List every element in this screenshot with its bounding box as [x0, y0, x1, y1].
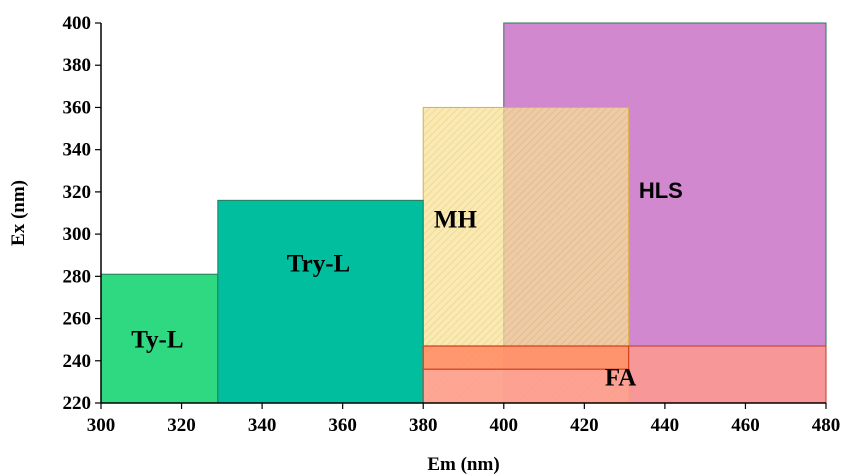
x-tick-label: 320 [167, 415, 196, 436]
x-tick-label: 420 [570, 415, 599, 436]
y-tick-label: 280 [63, 266, 92, 287]
y-tick-label: 380 [63, 55, 92, 76]
y-axis-title: Ex (nm) [8, 180, 29, 246]
region-label-mh: MH [434, 206, 478, 233]
x-tick-label: 300 [87, 415, 116, 436]
y-tick-label: 240 [63, 351, 92, 372]
x-axis-title: Em (nm) [427, 454, 499, 475]
x-tick-label: 360 [328, 415, 357, 436]
y-tick-label: 320 [63, 182, 92, 203]
x-tick-label: 380 [409, 415, 438, 436]
y-tick-label: 220 [63, 393, 92, 414]
x-tick-label: 400 [490, 415, 519, 436]
y-tick-label: 340 [63, 140, 92, 161]
region-label-try-l: Try-L [287, 251, 350, 278]
regions [100, 22, 827, 404]
y-tick-label: 360 [63, 97, 92, 118]
x-tick-label: 480 [812, 415, 841, 436]
region-fa-inner-band [422, 345, 630, 370]
axes [100, 23, 826, 404]
x-tick-label: 440 [651, 415, 680, 436]
x-tick-label: 460 [731, 415, 760, 436]
region-label-fa: FA [605, 365, 636, 392]
y-tick-label: 400 [63, 13, 92, 34]
x-tick-label: 340 [248, 415, 277, 436]
region-try-l [217, 199, 424, 404]
y-tick-label: 300 [63, 224, 92, 245]
region-label-ty-l: Ty-L [131, 327, 183, 354]
region-labels: HLS MH Ty-L Try-L FA [131, 178, 683, 392]
region-label-hls: HLS [639, 178, 683, 203]
y-tick-label: 260 [63, 309, 92, 330]
region-ty-l [100, 273, 219, 404]
ticks: 300 320 340 360 380 400 420 440 460 480 220 240 260 2… [63, 13, 841, 436]
